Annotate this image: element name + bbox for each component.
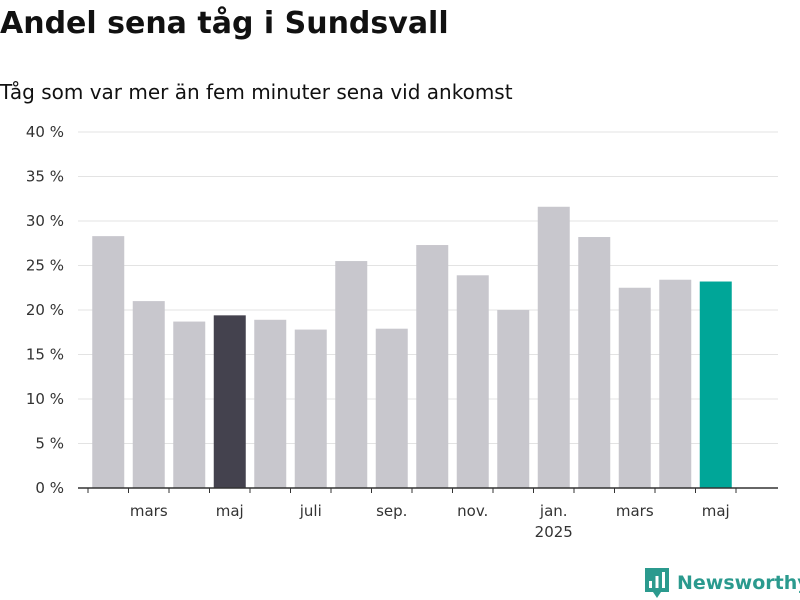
x-tick-sublabel: 2025	[535, 523, 573, 541]
y-tick-label: 25 %	[26, 257, 64, 275]
bar	[213, 315, 246, 488]
bar	[254, 319, 287, 488]
chart-subtitle: Tåg som var mer än fem minuter sena vid …	[0, 80, 513, 104]
bar	[618, 287, 651, 488]
bar	[375, 328, 408, 488]
y-tick-label: 30 %	[26, 212, 64, 230]
y-tick-label: 20 %	[26, 301, 64, 319]
bar	[173, 321, 206, 488]
x-tick-label: juli	[299, 502, 322, 520]
y-tick-label: 5 %	[35, 435, 64, 453]
bar	[659, 279, 692, 488]
bar	[578, 237, 611, 488]
brand: Newsworthy	[645, 568, 800, 598]
newsworthy-logo-icon	[645, 568, 669, 598]
bar	[456, 275, 489, 488]
chart-title: Andel sena tåg i Sundsvall	[0, 6, 449, 41]
y-tick-label: 40 %	[26, 123, 64, 141]
bar	[416, 245, 449, 488]
x-tick-label: maj	[216, 502, 244, 520]
y-tick-label: 15 %	[26, 346, 64, 364]
bar	[497, 310, 530, 488]
x-tick-label: sep.	[376, 502, 407, 520]
bar	[294, 329, 327, 488]
brand-name: Newsworthy	[677, 572, 800, 594]
bar	[132, 301, 165, 488]
x-tick-label: mars	[616, 502, 654, 520]
x-tick-label: maj	[702, 502, 730, 520]
y-tick-label: 10 %	[26, 390, 64, 408]
x-tick-label: nov.	[457, 502, 488, 520]
bar	[92, 236, 125, 488]
y-tick-label: 0 %	[35, 479, 64, 497]
bar	[335, 261, 368, 488]
bar	[699, 281, 732, 488]
bar-chart: 0 % 5 % 10 % 15 % 20 % 25 % 30 % 35 % 40 % mars ma…	[26, 123, 778, 541]
bar	[537, 206, 570, 488]
y-tick-label: 35 %	[26, 168, 64, 186]
x-tick-label: mars	[130, 502, 168, 520]
x-tick-label: jan.	[539, 502, 568, 520]
